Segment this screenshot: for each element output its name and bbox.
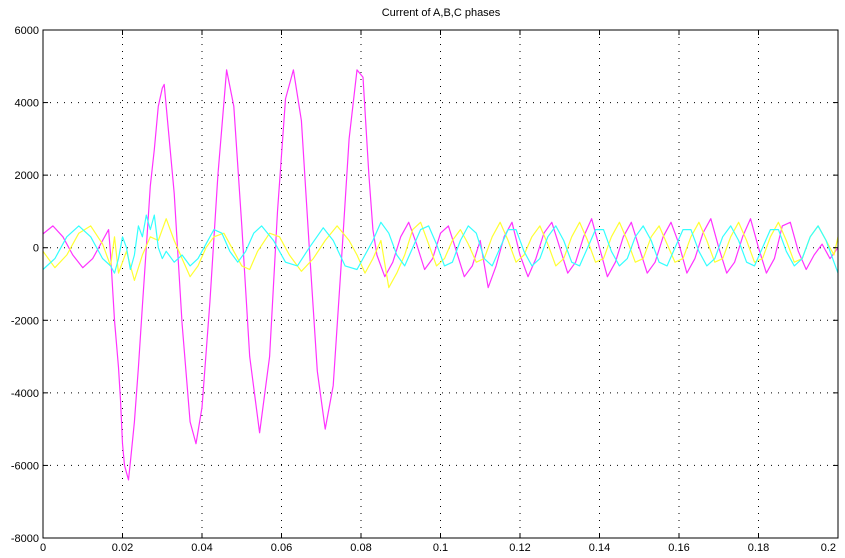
tick-layer: 0 0.02 0.04 0.06 0.08 0.1 0.12 0.14 0.16 0.18 0.2 6… xyxy=(11,25,838,554)
chart-title: Current of A,B,C phases xyxy=(382,7,501,19)
y-tick-label: -6000 xyxy=(11,460,39,472)
series-layer xyxy=(43,70,838,480)
series-line-1 xyxy=(43,70,838,480)
plot-frame xyxy=(43,30,838,538)
series-line-3 xyxy=(43,215,838,273)
y-tick-label: 0 xyxy=(33,243,39,255)
y-tick-label: -8000 xyxy=(11,533,39,545)
y-tick-label: -4000 xyxy=(11,388,39,400)
x-tick-label: 0.1 xyxy=(433,542,448,554)
y-tick-label: 4000 xyxy=(15,98,39,110)
x-tick-label: 0.08 xyxy=(350,542,371,554)
grid-layer xyxy=(43,30,838,538)
x-tick-label: 0.14 xyxy=(589,542,610,554)
x-tick-label: 0 xyxy=(40,542,46,554)
y-tick-label: 6000 xyxy=(15,25,39,37)
x-tick-label: 0.12 xyxy=(509,542,530,554)
x-tick-label: 0.18 xyxy=(748,542,769,554)
x-tick-label: 0.2 xyxy=(821,542,836,554)
x-tick-label: 0.06 xyxy=(271,542,292,554)
y-tick-label: -2000 xyxy=(11,315,39,327)
x-tick-label: 0.02 xyxy=(112,542,133,554)
x-tick-label: 0.04 xyxy=(191,542,212,554)
x-tick-label: 0.16 xyxy=(668,542,689,554)
series-line-2 xyxy=(43,219,838,288)
y-tick-label: 2000 xyxy=(15,170,39,182)
